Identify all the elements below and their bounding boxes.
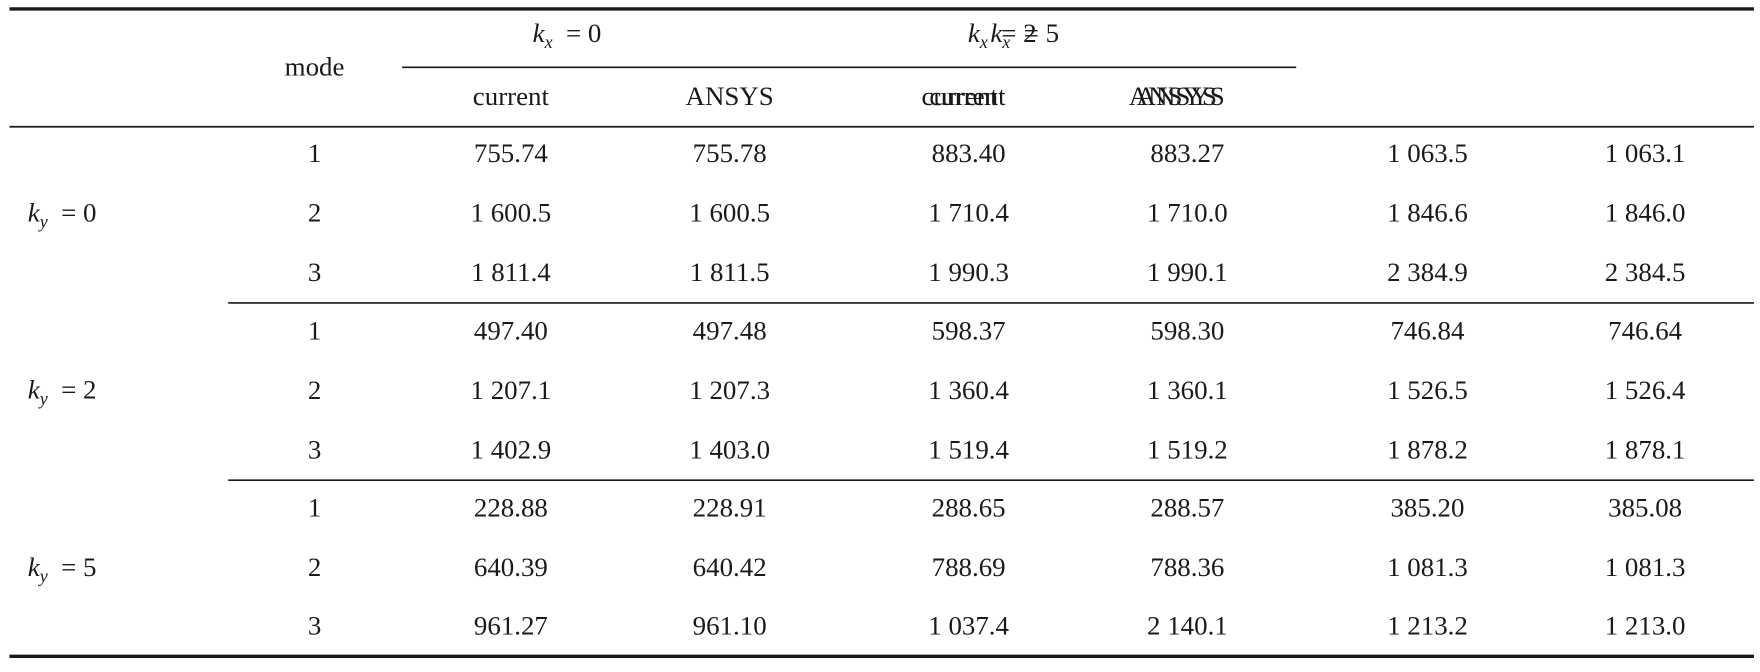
value-cell: 1 846.0 bbox=[1605, 198, 1686, 228]
equation: = 0 bbox=[566, 18, 601, 48]
value-cell: 598.37 bbox=[932, 315, 1006, 345]
mode-cell: 3 bbox=[308, 257, 321, 287]
group-header: kx = 2 bbox=[968, 18, 1037, 52]
value-cell: 1 403.0 bbox=[689, 434, 770, 464]
value-cell: 1 811.5 bbox=[690, 257, 770, 287]
equation: = 0 bbox=[61, 198, 96, 228]
value-cell: 598.30 bbox=[1150, 315, 1224, 345]
symbol: k bbox=[28, 375, 41, 405]
value-cell: 755.78 bbox=[693, 138, 767, 168]
symbol: k bbox=[28, 198, 41, 228]
value-cell: 1 360.1 bbox=[1147, 375, 1228, 405]
value-cell: 2 140.1 bbox=[1147, 610, 1228, 640]
value-cell: 1 710.4 bbox=[928, 198, 1009, 228]
value-cell: 1 213.0 bbox=[1605, 610, 1686, 640]
mode-cell: 3 bbox=[308, 434, 321, 464]
subscript: x bbox=[544, 32, 553, 52]
value-cell: 1 063.1 bbox=[1605, 138, 1686, 168]
value-cell: 1 519.4 bbox=[928, 434, 1009, 464]
mode-cell: 2 bbox=[308, 375, 321, 405]
value-cell: 1 037.4 bbox=[928, 610, 1009, 640]
equation: = 2 bbox=[1001, 18, 1036, 48]
symbol: k bbox=[968, 18, 981, 48]
value-cell: 1 600.5 bbox=[689, 198, 770, 228]
mode-cell: 1 bbox=[308, 138, 321, 168]
value-cell: 228.91 bbox=[693, 493, 767, 523]
value-cell: 961.10 bbox=[693, 610, 767, 640]
value-cell: 1 846.6 bbox=[1387, 198, 1468, 228]
value-cell: 1 081.3 bbox=[1605, 552, 1686, 582]
mode-cell: 1 bbox=[308, 315, 321, 345]
mode-header: mode bbox=[285, 52, 345, 82]
value-cell: 1 207.1 bbox=[471, 375, 552, 405]
row-header: ky = 0 bbox=[28, 198, 97, 232]
value-cell: 288.57 bbox=[1150, 493, 1224, 523]
column-header: ANSYS bbox=[1129, 81, 1217, 111]
column-header: ANSYS bbox=[1137, 81, 1225, 111]
group-header: kx = 0 bbox=[533, 18, 602, 52]
value-cell: 746.64 bbox=[1608, 315, 1683, 345]
value-cell: 788.69 bbox=[932, 552, 1006, 582]
value-cell: 2 384.9 bbox=[1387, 257, 1468, 287]
value-cell: 883.27 bbox=[1150, 138, 1224, 168]
value-cell: 640.42 bbox=[693, 552, 767, 582]
symbol: k bbox=[533, 18, 546, 48]
column-header: current bbox=[922, 81, 999, 111]
equation: = 2 bbox=[61, 375, 96, 405]
value-cell: 1 360.4 bbox=[928, 375, 1009, 405]
value-cell: 1 600.5 bbox=[471, 198, 552, 228]
value-cell: 883.40 bbox=[932, 138, 1006, 168]
value-cell: 1 526.4 bbox=[1605, 375, 1686, 405]
value-cell: 497.48 bbox=[693, 315, 767, 345]
value-cell: 1 213.2 bbox=[1387, 610, 1468, 640]
value-cell: 228.88 bbox=[474, 493, 548, 523]
row-header: ky = 2 bbox=[28, 375, 97, 409]
value-cell: 746.84 bbox=[1390, 315, 1465, 345]
equation: = 5 bbox=[1024, 18, 1059, 48]
subscript: x bbox=[979, 32, 988, 52]
value-cell: 497.40 bbox=[474, 315, 548, 345]
value-cell: 1 878.2 bbox=[1387, 434, 1468, 464]
value-cell: 1 878.1 bbox=[1605, 434, 1686, 464]
value-cell: 1 990.1 bbox=[1147, 257, 1228, 287]
value-cell: 288.65 bbox=[932, 493, 1006, 523]
mode-cell: 2 bbox=[308, 198, 321, 228]
column-header: current bbox=[929, 81, 1006, 111]
value-cell: 385.08 bbox=[1608, 493, 1682, 523]
value-cell: 1 402.9 bbox=[471, 434, 552, 464]
row-header: ky = 5 bbox=[28, 552, 97, 586]
value-cell: 1 081.3 bbox=[1387, 552, 1468, 582]
subscript: y bbox=[38, 211, 48, 231]
mode-cell: 3 bbox=[308, 610, 321, 640]
value-cell: 1 710.0 bbox=[1147, 198, 1228, 228]
value-cell: 961.27 bbox=[474, 610, 548, 640]
value-cell: 1 811.4 bbox=[471, 257, 551, 287]
value-cell: 2 384.5 bbox=[1605, 257, 1686, 287]
equation: = 5 bbox=[61, 552, 96, 582]
value-cell: 1 526.5 bbox=[1387, 375, 1468, 405]
mode-cell: 2 bbox=[308, 552, 321, 582]
column-header: current bbox=[473, 81, 550, 111]
column-header: ANSYS bbox=[686, 81, 774, 111]
subscript: x bbox=[1001, 32, 1010, 52]
value-cell: 640.39 bbox=[474, 552, 548, 582]
value-cell: 1 063.5 bbox=[1387, 138, 1468, 168]
subscript: y bbox=[38, 566, 48, 586]
subscript: y bbox=[38, 389, 48, 409]
value-cell: 385.20 bbox=[1390, 493, 1464, 523]
value-cell: 1 207.3 bbox=[689, 375, 770, 405]
mode-cell: 1 bbox=[308, 493, 321, 523]
symbol: k bbox=[28, 552, 41, 582]
group-header: kx = 5 bbox=[990, 18, 1059, 52]
value-cell: 755.74 bbox=[474, 138, 549, 168]
value-cell: 788.36 bbox=[1150, 552, 1224, 582]
value-cell: 1 990.3 bbox=[928, 257, 1009, 287]
value-cell: 1 519.2 bbox=[1147, 434, 1228, 464]
symbol: k bbox=[990, 18, 1003, 48]
